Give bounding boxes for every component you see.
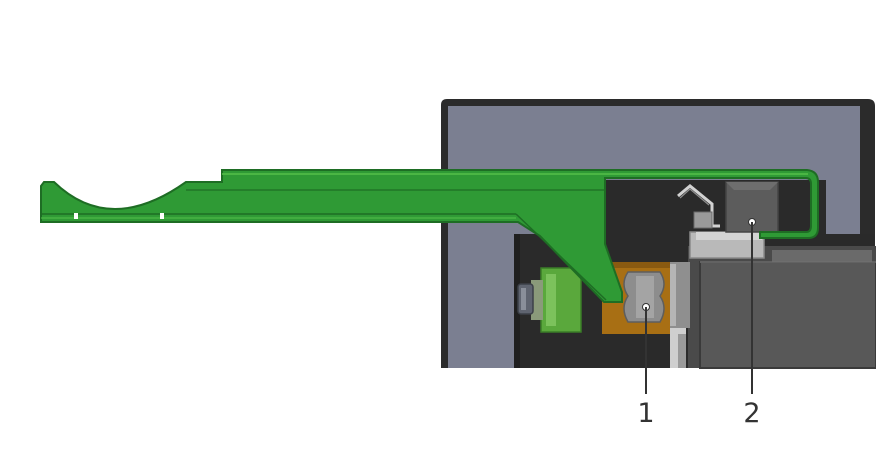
arm-notch-right <box>160 213 164 219</box>
green-arm <box>40 169 819 303</box>
callout-2: 2 <box>743 218 761 429</box>
housing-side-panel <box>448 234 514 368</box>
arm-notch-left <box>74 213 78 219</box>
spring-clip <box>677 184 720 228</box>
green-knob-assembly <box>517 267 582 333</box>
arm-flank-edge <box>515 213 607 301</box>
upper-block-bevel <box>726 182 778 190</box>
nut <box>693 211 713 229</box>
bolt-head-highlight <box>521 288 526 310</box>
actuator-body <box>688 246 876 369</box>
callout-1: 1 <box>637 307 655 429</box>
callout-2-label: 2 <box>743 398 760 429</box>
steel-plate-lower-shade <box>678 334 686 368</box>
green-knob-highlight <box>546 274 556 326</box>
housing-upper-cavity <box>606 180 826 236</box>
actuator-slot <box>772 250 872 262</box>
steel-plate <box>668 262 690 368</box>
steel-plate-highlight <box>670 264 676 326</box>
arm-body <box>40 169 819 303</box>
spring-clip-shadow <box>679 188 710 206</box>
housing-inner-edge <box>514 234 520 368</box>
upper-bracket-top <box>696 232 762 240</box>
knob-collar <box>531 280 543 320</box>
callout-1-label: 1 <box>637 398 654 429</box>
actuator-body-face <box>699 261 876 369</box>
bronze-housing-shade <box>602 262 670 268</box>
